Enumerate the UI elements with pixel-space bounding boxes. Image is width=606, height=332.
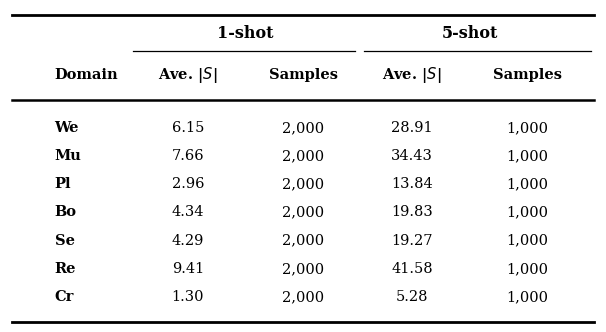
Text: 2,000: 2,000 xyxy=(282,206,324,219)
Text: Samples: Samples xyxy=(493,68,562,82)
Text: 5-shot: 5-shot xyxy=(441,25,498,42)
Text: 34.43: 34.43 xyxy=(391,149,433,163)
Text: Se: Se xyxy=(55,234,75,248)
Text: 4.29: 4.29 xyxy=(171,234,204,248)
Text: 2,000: 2,000 xyxy=(282,177,324,191)
Text: 2,000: 2,000 xyxy=(282,262,324,276)
Text: 1,000: 1,000 xyxy=(506,234,548,248)
Text: 1.30: 1.30 xyxy=(171,290,204,304)
Text: 2.96: 2.96 xyxy=(171,177,204,191)
Text: Ave. |$\mathit{S}$|: Ave. |$\mathit{S}$| xyxy=(158,65,218,85)
Text: We: We xyxy=(55,121,79,135)
Text: 19.27: 19.27 xyxy=(391,234,433,248)
Text: Re: Re xyxy=(55,262,76,276)
Text: 1-shot: 1-shot xyxy=(217,25,274,42)
Text: 7.66: 7.66 xyxy=(171,149,204,163)
Text: 41.58: 41.58 xyxy=(391,262,433,276)
Text: Cr: Cr xyxy=(55,290,74,304)
Text: 1,000: 1,000 xyxy=(506,121,548,135)
Text: 13.84: 13.84 xyxy=(391,177,433,191)
Text: 1,000: 1,000 xyxy=(506,206,548,219)
Text: 2,000: 2,000 xyxy=(282,234,324,248)
Text: Mu: Mu xyxy=(55,149,81,163)
Text: 4.34: 4.34 xyxy=(171,206,204,219)
Text: 2,000: 2,000 xyxy=(282,149,324,163)
Text: 1,000: 1,000 xyxy=(506,149,548,163)
Text: 1,000: 1,000 xyxy=(506,290,548,304)
Text: 28.91: 28.91 xyxy=(391,121,433,135)
Text: Ave. |$\mathit{S}$|: Ave. |$\mathit{S}$| xyxy=(382,65,442,85)
Text: Bo: Bo xyxy=(55,206,76,219)
Text: 2,000: 2,000 xyxy=(282,121,324,135)
Text: Samples: Samples xyxy=(268,68,338,82)
Text: 9.41: 9.41 xyxy=(171,262,204,276)
Text: Domain: Domain xyxy=(55,68,118,82)
Text: 2,000: 2,000 xyxy=(282,290,324,304)
Text: 1,000: 1,000 xyxy=(506,262,548,276)
Text: 19.83: 19.83 xyxy=(391,206,433,219)
Text: 1,000: 1,000 xyxy=(506,177,548,191)
Text: Pl: Pl xyxy=(55,177,71,191)
Text: 6.15: 6.15 xyxy=(171,121,204,135)
Text: 5.28: 5.28 xyxy=(396,290,428,304)
